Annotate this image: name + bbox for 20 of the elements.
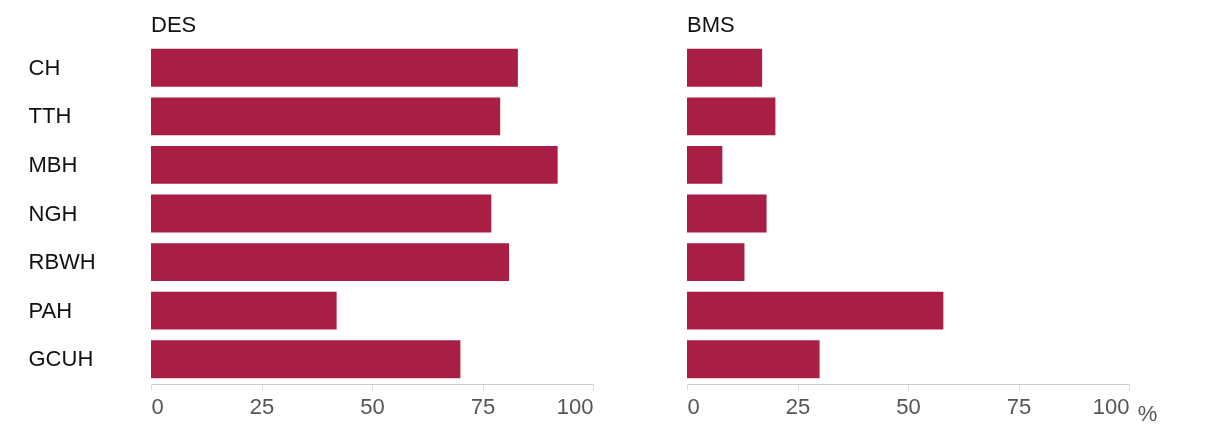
x-tick-label: 50: [896, 393, 921, 419]
x-tick-label: 75: [470, 393, 496, 419]
y-tick-label: CH: [28, 54, 61, 80]
x-tick-label: 100: [556, 393, 594, 419]
y-tick-label: MBH: [28, 151, 78, 177]
chart-title: BMS: [687, 12, 735, 37]
x-tick-label: 75: [1006, 393, 1032, 419]
y-tick-label: NGH: [28, 200, 78, 226]
x-tick-label: 100: [1092, 393, 1130, 419]
y-tick-label: RBWH: [28, 249, 96, 275]
y-tick-label: TTH: [28, 103, 72, 129]
x-tick-label: 0: [151, 393, 164, 419]
y-tick-label: GCUH: [28, 346, 94, 372]
y-tick-label: PAH: [28, 297, 73, 323]
x-axis-title: %: [1137, 400, 1158, 426]
chart-title: DES: [151, 12, 197, 37]
x-tick-label: 50: [360, 393, 385, 419]
x-tick-label: 0: [687, 393, 700, 419]
x-tick-label: 25: [785, 393, 811, 419]
x-tick-label: 25: [249, 393, 275, 419]
